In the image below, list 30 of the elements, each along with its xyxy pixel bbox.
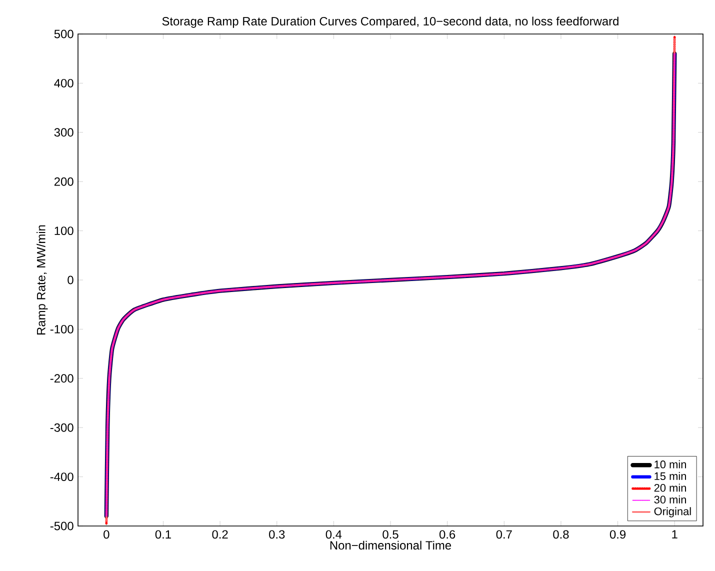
x-tick-label: 0.4: [326, 530, 342, 539]
y-tick-label: -200: [50, 374, 74, 383]
y-axis-title: Ramp Rate, MW/min: [36, 225, 48, 334]
y-tick-label: -400: [50, 472, 74, 482]
x-tick-label: 0.5: [382, 530, 398, 539]
x-tick-label: 1: [672, 530, 678, 538]
legend-label: 15 min: [654, 472, 686, 480]
chart-title: Storage Ramp Rate Duration Curves Compared, 10−second data, no loss feedforward: [162, 16, 618, 28]
y-tick-label: -100: [50, 324, 74, 334]
x-tick-label: 0.1: [155, 530, 171, 539]
x-axis-title: Non−dimensional Time: [330, 540, 452, 550]
y-tick-label: -500: [50, 522, 74, 530]
y-tick-label: 400: [54, 78, 74, 88]
x-tick-label: 0.2: [212, 530, 228, 539]
y-tick-label: 500: [54, 30, 74, 38]
legend-label: 20 min: [654, 484, 686, 492]
x-tick-label: 0: [104, 530, 110, 539]
y-tick-label: 300: [54, 128, 74, 137]
legend-label: 10 min: [654, 460, 686, 468]
y-tick-label: 100: [54, 226, 74, 236]
x-tick-label: 0.8: [553, 530, 569, 539]
y-tick-label: 200: [54, 177, 74, 186]
x-tick-label: 0.7: [496, 530, 512, 539]
legend-label: Original: [654, 507, 691, 518]
x-tick-label: 0.9: [610, 530, 626, 539]
legend-label: 30 min: [654, 495, 686, 504]
x-tick-label: 0.3: [269, 530, 285, 539]
x-tick-label: 0.6: [439, 530, 456, 539]
y-tick-label: -300: [50, 423, 74, 432]
y-tick-label: 0: [68, 276, 74, 284]
